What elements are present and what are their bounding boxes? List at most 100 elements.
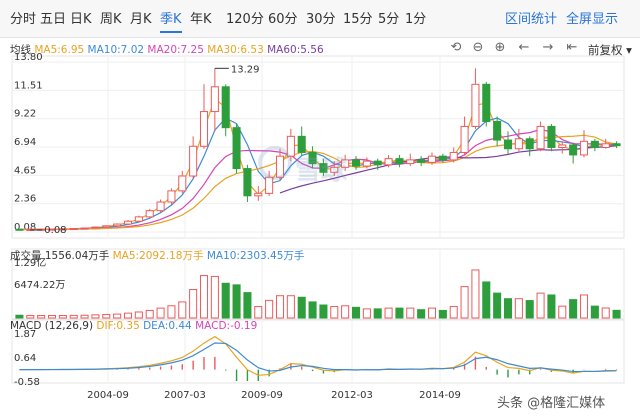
tab-8[interactable]: 60分 <box>268 12 298 27</box>
candle-body <box>80 227 89 230</box>
volume-bar <box>471 269 480 319</box>
candle-body <box>15 228 24 231</box>
volume-bar <box>80 314 89 319</box>
tab-12[interactable]: 1分 <box>405 12 427 27</box>
tab-1[interactable]: 五日 <box>40 12 67 27</box>
legend-label: MACD (12,26,9) <box>10 320 97 332</box>
volume-bar <box>265 299 274 319</box>
tab-5[interactable]: 季K <box>160 9 182 33</box>
volume-legend: 成交量 1556.04万手 MA5:2092.18万手 MA10:2303.45… <box>10 250 304 263</box>
candle-body <box>199 111 209 147</box>
candle-body <box>536 125 545 150</box>
fullscreen-link[interactable]: 全屏显示 <box>566 12 619 27</box>
legend-item: MA10:7.02 <box>87 44 148 56</box>
tab-0[interactable]: 分时 <box>10 12 37 27</box>
volume-bar <box>384 307 393 319</box>
volume-bar <box>351 306 361 319</box>
volume-bar <box>460 286 469 319</box>
price-axis-label: 11.51 <box>14 80 43 91</box>
candle-body <box>254 192 263 197</box>
candle-body <box>91 226 100 229</box>
volume-bar <box>286 295 295 319</box>
footer-watermark: 头条 @格隆汇媒体 <box>497 396 606 411</box>
candle-body <box>438 155 447 161</box>
volume-bar <box>438 309 447 319</box>
volume-bar <box>395 307 404 319</box>
tab-4[interactable]: 月K <box>130 12 152 27</box>
candle-body <box>210 86 219 113</box>
candle-body <box>351 159 361 167</box>
tab-10[interactable]: 15分 <box>343 12 373 27</box>
candle-body <box>384 158 393 166</box>
undo-icon[interactable]: ⟲ <box>450 40 462 55</box>
volume-bar <box>417 309 426 319</box>
candle-body <box>123 220 133 225</box>
volume-bar <box>47 314 57 319</box>
candle-body <box>449 151 458 161</box>
ma-line <box>279 145 617 194</box>
panel-border <box>11 318 625 384</box>
candle-body <box>558 144 567 148</box>
volume-bar <box>113 313 122 319</box>
volume-bar <box>308 301 317 319</box>
tab-6[interactable]: 年K <box>190 12 212 27</box>
price-axis-label: 4.65 <box>14 165 36 176</box>
volume-bar <box>58 314 67 319</box>
volume-bar <box>37 314 46 319</box>
volume-bar <box>406 307 415 319</box>
candle-body <box>406 159 415 165</box>
volume-bar <box>330 306 339 319</box>
candle-body <box>417 159 426 163</box>
date-axis-label: 2007-03 <box>164 390 206 401</box>
price-axis-label: 13.80 <box>14 52 43 63</box>
candle-body <box>579 140 589 156</box>
volume-bar <box>189 289 198 319</box>
candle-body <box>319 163 328 173</box>
macd-axis-label: 0.64 <box>14 353 36 364</box>
volume-bar <box>232 284 241 319</box>
candle-body <box>330 166 339 173</box>
date-axis-label: 2014-09 <box>419 390 461 401</box>
tab-7[interactable]: 120分 <box>226 12 264 27</box>
adjust-mode-dropdown[interactable]: 前复权 ▾ <box>588 43 632 57</box>
volume-bar <box>493 292 502 319</box>
candle-body <box>427 155 437 163</box>
tab-3[interactable]: 周K <box>100 12 122 27</box>
low-label: 0.08 <box>44 225 66 236</box>
volume-bar <box>427 307 437 319</box>
volume-bar <box>221 282 230 319</box>
candle-body <box>460 125 469 153</box>
volume-bar <box>503 298 513 319</box>
tab-11[interactable]: 5分 <box>378 12 400 27</box>
candle-body <box>221 86 230 129</box>
volume-bar <box>15 314 24 319</box>
volume-bar <box>558 305 567 319</box>
candle-body <box>373 160 382 166</box>
volume-bar <box>319 304 328 319</box>
tab-2[interactable]: 日K <box>70 12 92 27</box>
volume-bar <box>341 305 350 319</box>
zoom-in-icon[interactable]: ⊕ <box>494 40 506 55</box>
volume-bar <box>102 314 111 319</box>
candle-body <box>156 201 165 212</box>
volume-bar <box>123 312 133 319</box>
dea-line <box>19 342 617 373</box>
candle-body <box>590 140 599 148</box>
left-icon[interactable]: ← <box>518 40 530 55</box>
full-left-icon[interactable]: ⇤ <box>566 40 578 55</box>
volume-bar <box>536 292 545 319</box>
right-icon[interactable]: → <box>542 40 554 55</box>
candle-body <box>134 216 143 222</box>
zoom-out-icon[interactable]: ⊖ <box>472 40 484 55</box>
volume-bar <box>590 305 599 319</box>
legend-label: 成交量 1556.04万手 <box>10 250 113 262</box>
tab-9[interactable]: 30分 <box>306 12 336 27</box>
volume-bar <box>145 309 154 319</box>
legend-item: MA30:6.53 <box>207 44 268 56</box>
candle-body <box>547 125 556 148</box>
range-stats-link[interactable]: 区间统计 <box>505 12 558 27</box>
volume-bar <box>178 301 187 319</box>
volume-bar <box>612 309 621 319</box>
date-axis-label: 2009-09 <box>241 390 283 401</box>
